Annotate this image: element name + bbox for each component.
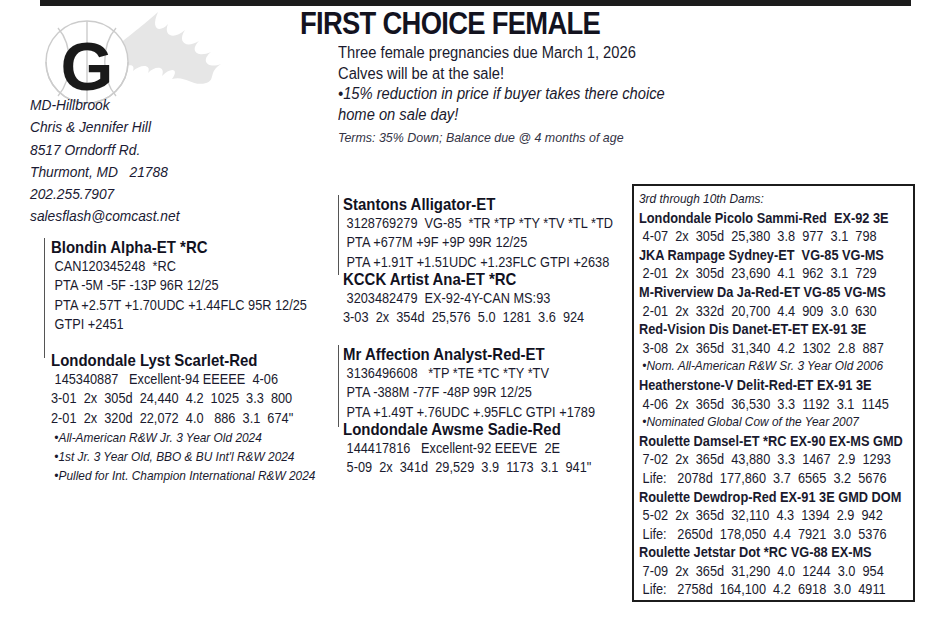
svg-text:G: G xyxy=(61,28,114,104)
